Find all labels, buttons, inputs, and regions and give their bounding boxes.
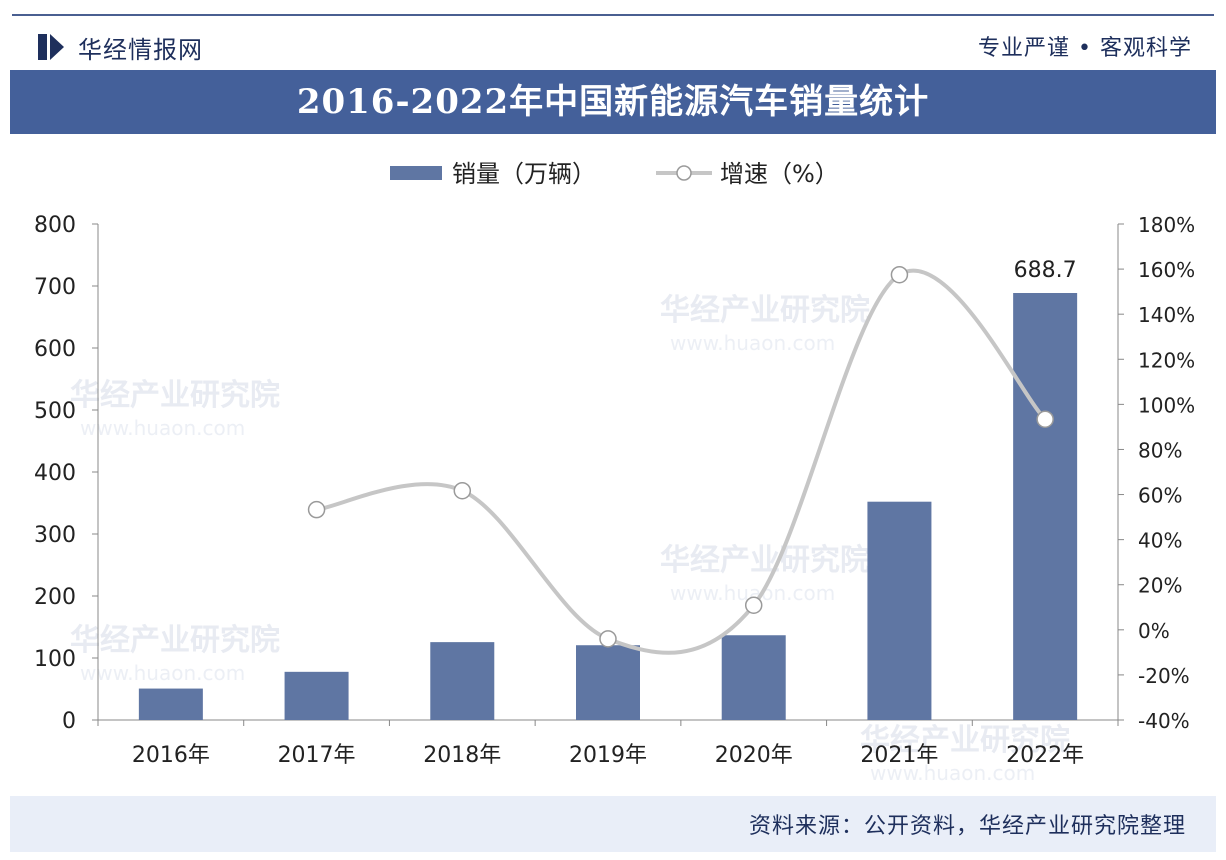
y-right-tick-label: 20% — [1138, 574, 1182, 598]
y-left-tick-label: 600 — [34, 337, 76, 362]
x-tick-label: 2022年 — [1006, 743, 1084, 768]
brand-name: 华经情报网 — [78, 36, 203, 64]
x-tick-label: 2021年 — [860, 743, 938, 768]
header: 华经情报网 专业严谨 • 客观科学 — [0, 0, 1226, 66]
bar-2016 — [138, 688, 203, 720]
y-left-tick-label: 500 — [34, 399, 76, 424]
growth-point — [744, 596, 763, 614]
footer: 资料来源：公开资料，华经产业研究院整理 — [10, 796, 1216, 852]
data-label: 688.7 — [1014, 258, 1077, 283]
growth-point — [453, 481, 472, 500]
watermark-text: 华经产业研究院 — [660, 543, 870, 578]
watermark-text: 华经产业研究院 — [70, 623, 280, 658]
legend-line-label: 增速（%） — [720, 160, 839, 188]
growth-point — [307, 500, 326, 519]
watermark-url: www.huaon.com — [670, 331, 835, 355]
bar-2021 — [867, 501, 932, 720]
x-tick-label: 2017年 — [278, 743, 356, 768]
tagline: 专业严谨 • 客观科学 — [978, 36, 1192, 61]
watermark-text: 华经产业研究院 — [660, 293, 870, 328]
y-right-tick-label: 140% — [1138, 303, 1195, 327]
y-left-tick-label: 100 — [34, 647, 76, 672]
y-right-tick-label: -20% — [1138, 664, 1190, 688]
x-tick-label: 2020年 — [715, 743, 793, 768]
title-bar: 2016-2022年中国新能源汽车销量统计 — [10, 70, 1216, 134]
growth-point — [1036, 410, 1054, 428]
y-right-tick-label: 0% — [1138, 619, 1170, 643]
y-left-tick-label: 0 — [62, 709, 76, 734]
y-left-tick-label: 800 — [34, 213, 76, 238]
y-right-tick-label: 40% — [1138, 529, 1182, 553]
bar-2019 — [576, 645, 640, 720]
legend-bar-swatch — [390, 166, 442, 180]
bar-2018 — [430, 642, 495, 720]
y-left-tick-label: 400 — [34, 461, 76, 486]
y-right-tick-label: 80% — [1138, 438, 1182, 462]
bar-2017 — [284, 671, 349, 720]
legend-line-marker — [676, 165, 692, 181]
header-rule — [12, 14, 1214, 16]
watermark-url: www.huaon.com — [870, 761, 1035, 785]
source-note: 资料来源：公开资料，华经产业研究院整理 — [748, 814, 1186, 839]
logo-icon — [38, 34, 64, 60]
y-right-tick-label: 100% — [1138, 393, 1195, 417]
watermark-text: 华经产业研究院 — [70, 378, 280, 413]
y-right-tick-label: 160% — [1138, 258, 1195, 282]
watermark-text: 华经产业研究院 — [860, 723, 1070, 758]
growth-point — [599, 630, 617, 648]
watermark-url: www.huaon.com — [80, 416, 245, 440]
growth-point — [890, 265, 909, 284]
y-right-tick-label: 120% — [1138, 348, 1195, 372]
y-right-tick-label: 180% — [1138, 213, 1195, 237]
bar-2020 — [721, 635, 786, 720]
y-left-tick-label: 200 — [34, 585, 76, 610]
x-tick-label: 2019年 — [569, 743, 647, 768]
chart-title: 2016-2022年中国新能源汽车销量统计 — [296, 82, 930, 122]
y-right-tick-label: -40% — [1138, 709, 1190, 733]
y-left-tick-label: 300 — [34, 523, 76, 548]
x-tick-label: 2016年 — [132, 743, 210, 768]
y-right-tick-label: 60% — [1138, 484, 1182, 508]
legend-bar-label: 销量（万辆） — [452, 160, 596, 188]
watermark-url: www.huaon.com — [80, 661, 245, 685]
y-left-tick-label: 700 — [34, 275, 76, 300]
x-tick-label: 2018年 — [423, 743, 501, 768]
bar-2022 — [1013, 293, 1078, 720]
